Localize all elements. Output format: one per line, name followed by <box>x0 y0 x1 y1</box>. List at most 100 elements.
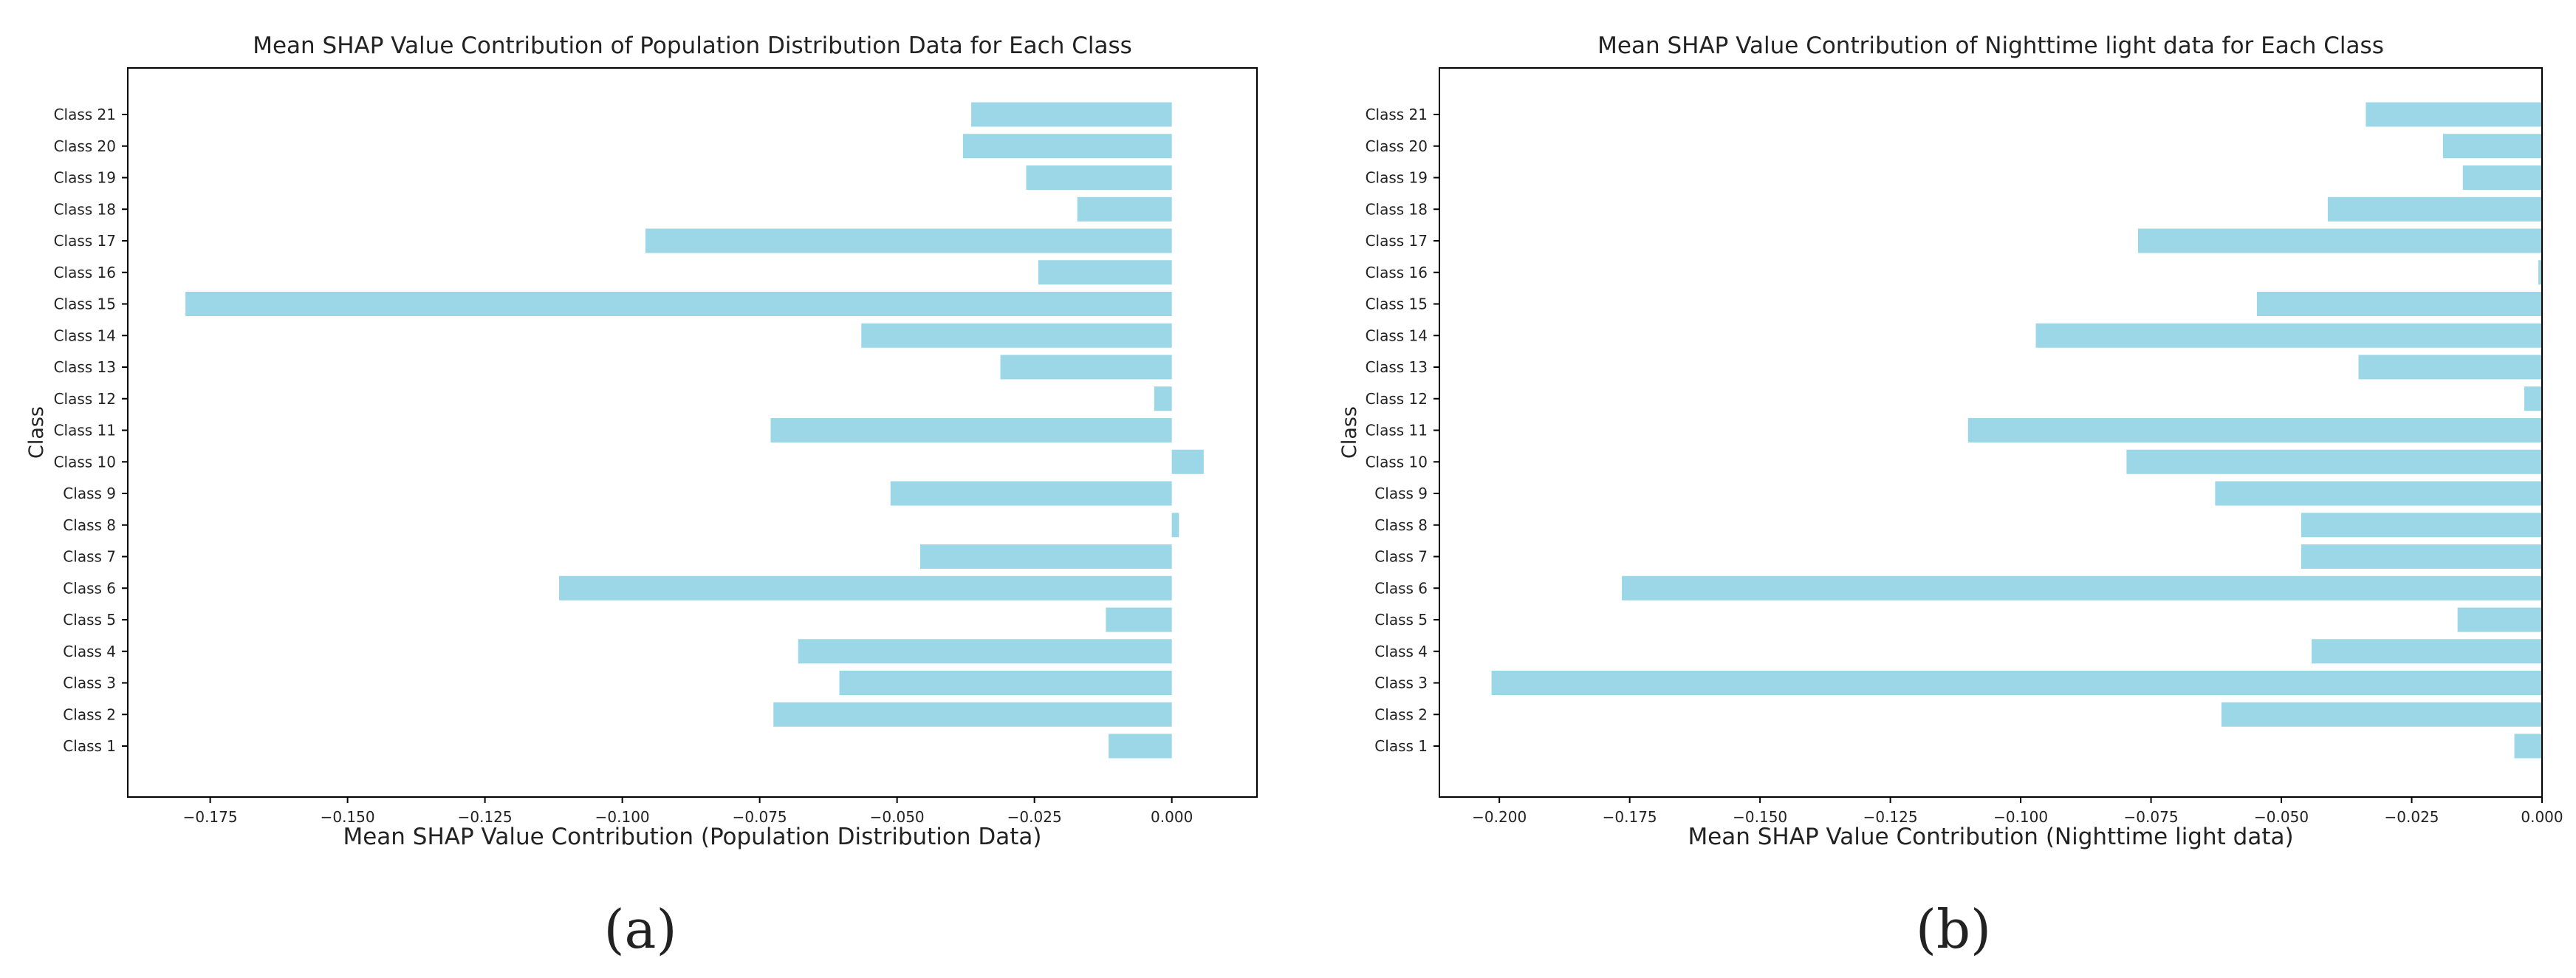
x-tick-label: −0.100 <box>595 808 650 826</box>
bar-class-9 <box>2215 481 2542 506</box>
y-tick-label: Class 14 <box>54 326 116 344</box>
y-tick-label: Class 1 <box>63 737 116 755</box>
y-tick-label: Class 19 <box>1366 169 1428 187</box>
y-tick-label: Class 16 <box>1366 264 1428 281</box>
y-tick-label: Class 20 <box>54 137 116 155</box>
y-tick-label: Class 15 <box>54 295 116 313</box>
y-tick-label: Class 9 <box>1374 485 1428 502</box>
bar-class-20 <box>962 134 1172 159</box>
chart-a: Class 1 Class 2 Class 3 Class 4 Class 5 Class… <box>25 33 1258 960</box>
x-tick-label: −0.175 <box>183 808 238 826</box>
bar-class-19 <box>1026 165 1172 190</box>
y-tick-label: Class 10 <box>54 453 116 471</box>
bar-class-16 <box>1038 260 1172 285</box>
y-tick-label: Class 9 <box>63 485 116 502</box>
y-tick-label: Class 14 <box>1366 326 1428 344</box>
y-tick-label: Class 19 <box>54 169 116 187</box>
y-tick-label: Class 4 <box>1374 643 1428 660</box>
y-axis-label: Class <box>1338 406 1361 459</box>
bar-class-12 <box>1154 386 1172 411</box>
y-tick-label: Class 16 <box>54 264 116 281</box>
y-tick-label: Class 15 <box>1366 295 1428 313</box>
bar-class-3 <box>839 671 1172 695</box>
y-tick-label: Class 7 <box>1374 548 1428 566</box>
y-tick-label: Class 21 <box>54 106 116 123</box>
panel-label: (a) <box>603 898 676 960</box>
bar-class-15 <box>2256 292 2542 316</box>
y-tick-label: Class 17 <box>1366 232 1428 250</box>
y-tick-label: Class 10 <box>1366 453 1428 471</box>
y-tick-label: Class 5 <box>63 611 116 629</box>
y-tick-label: Class 18 <box>1366 200 1428 218</box>
x-tick-label: −0.125 <box>458 808 513 826</box>
x-tick-label: −0.150 <box>321 808 375 826</box>
bar-class-11 <box>770 418 1172 442</box>
chart-b: Class 1 Class 2 Class 3 Class 4 Class 5 Class… <box>1338 33 2563 960</box>
y-tick-label: Class 13 <box>54 358 116 376</box>
bar-class-10 <box>1171 449 1204 474</box>
bar-class-18 <box>2327 196 2542 222</box>
plot-frame <box>1439 67 2543 798</box>
y-tick-label: Class 11 <box>1366 422 1428 440</box>
bar-class-12 <box>2524 386 2542 411</box>
bar-class-2 <box>2221 702 2542 727</box>
x-tick-label: −0.050 <box>2254 808 2309 826</box>
bar-class-6 <box>559 575 1172 601</box>
y-tick-label: Class 12 <box>54 390 116 408</box>
x-tick-label: −0.150 <box>1733 808 1787 826</box>
x-axis-label: Mean SHAP Value Contribution (Population… <box>343 824 1041 850</box>
x-tick-label: −0.075 <box>733 808 787 826</box>
bar-class-11 <box>1967 418 2542 442</box>
bar-class-17 <box>645 228 1172 253</box>
y-tick-label: Class 13 <box>1366 358 1428 376</box>
x-tick-label: −0.075 <box>2124 808 2179 826</box>
bar-class-14 <box>2035 323 2542 348</box>
plot-frame <box>127 67 1258 798</box>
y-tick-label: Class 2 <box>1374 705 1428 723</box>
bar-class-19 <box>2462 165 2542 190</box>
y-tick-label: Class 7 <box>63 548 116 566</box>
y-tick-label: Class 1 <box>1374 737 1428 755</box>
bar-class-17 <box>2137 228 2542 253</box>
bar-class-13 <box>1000 355 1172 380</box>
y-tick-label: Class 6 <box>1374 579 1428 597</box>
bar-class-2 <box>773 702 1172 727</box>
bar-class-6 <box>1622 575 2542 601</box>
bar-class-4 <box>798 639 1172 664</box>
bar-class-1 <box>2514 734 2542 759</box>
y-tick-label: Class 12 <box>1366 390 1428 408</box>
x-tick-label: 0.000 <box>1151 808 1193 826</box>
bar-class-18 <box>1077 196 1172 222</box>
bar-class-5 <box>1106 607 1172 632</box>
y-tick-label: Class 4 <box>63 643 116 660</box>
bar-class-3 <box>1491 671 2542 695</box>
x-tick-label: −0.200 <box>1472 808 1527 826</box>
x-tick-label: −0.175 <box>1603 808 1657 826</box>
bar-class-5 <box>2457 607 2542 632</box>
x-tick-label: 0.000 <box>2521 808 2563 826</box>
bar-class-21 <box>971 102 1172 127</box>
bar-class-8 <box>1171 513 1179 538</box>
bar-class-1 <box>1109 734 1172 759</box>
chart-title: Mean SHAP Value Contribution of Nighttim… <box>1597 33 2384 59</box>
y-tick-label: Class 11 <box>54 422 116 440</box>
y-tick-label: Class 5 <box>1374 611 1428 629</box>
y-axis-label: Class <box>25 406 48 459</box>
x-tick-label: −0.025 <box>1007 808 1062 826</box>
bar-class-7 <box>2301 544 2542 569</box>
bar-class-16 <box>2538 260 2542 285</box>
chart-title: Mean SHAP Value Contribution of Populati… <box>253 33 1132 59</box>
y-tick-label: Class 2 <box>63 705 116 723</box>
y-tick-label: Class 8 <box>63 516 116 534</box>
y-tick-label: Class 8 <box>1374 516 1428 534</box>
x-axis-label: Mean SHAP Value Contribution (Nighttime … <box>1688 824 2293 850</box>
x-tick-label: −0.025 <box>2385 808 2439 826</box>
y-tick-label: Class 6 <box>63 579 116 597</box>
bar-class-4 <box>2311 639 2542 664</box>
bar-class-7 <box>919 544 1172 569</box>
y-tick-label: Class 3 <box>1374 674 1428 692</box>
x-tick-label: −0.100 <box>1993 808 2048 826</box>
y-tick-label: Class 18 <box>54 200 116 218</box>
bar-class-9 <box>890 481 1172 506</box>
